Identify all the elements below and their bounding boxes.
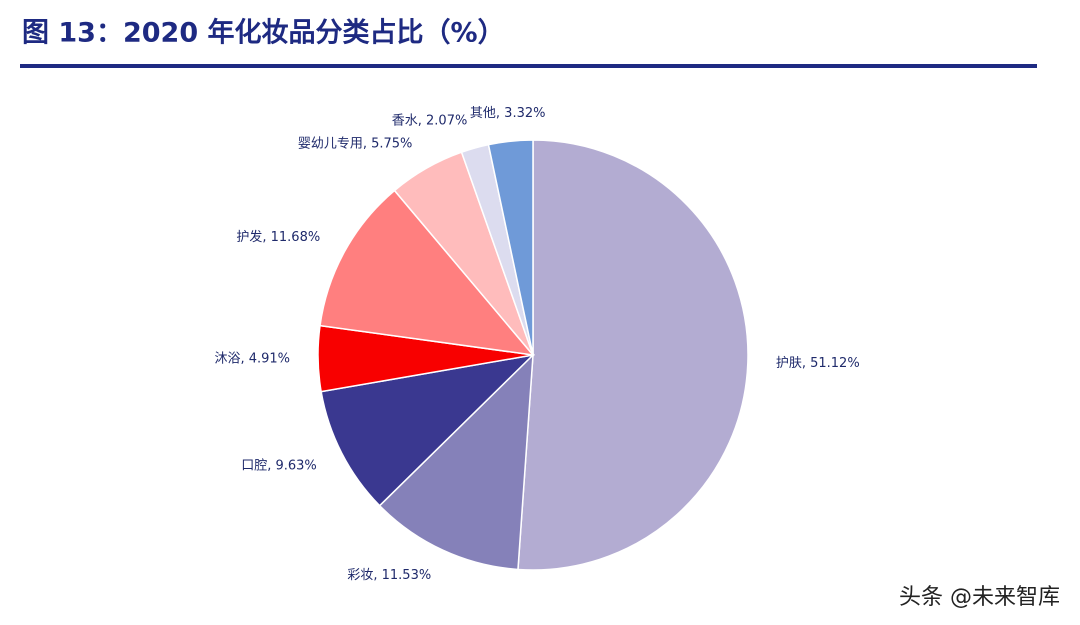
slice-label: 口腔, 9.63% [241, 458, 317, 473]
slice-label: 香水, 2.07% [392, 114, 468, 129]
slice-label: 婴幼儿专用, 5.75% [298, 137, 413, 152]
pie-slice [320, 353, 536, 507]
slice-label: 其他, 3.32% [470, 106, 546, 121]
slice-label: 护发, 11.68% [236, 229, 320, 245]
chart-title: 图 13：2020 年化妆品分类占比（%） [22, 17, 505, 49]
watermark: 头条 @未来智库 [899, 585, 1060, 610]
slice-label: 彩妆, 11.53% [347, 568, 431, 583]
slice-label: 沐浴, 4.91% [214, 352, 290, 367]
pie-slice [517, 139, 749, 571]
pie-slice [378, 353, 534, 571]
slice-label: 护肤, 51.12% [776, 356, 860, 371]
pie-slice [319, 189, 535, 357]
title-rule [20, 64, 1037, 68]
pie-slice [487, 139, 534, 356]
